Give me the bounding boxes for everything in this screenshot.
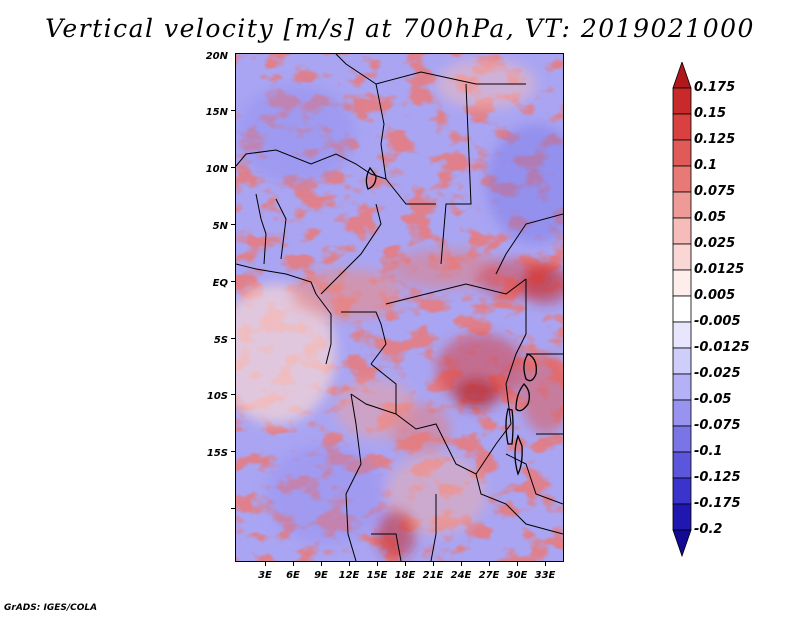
colorbar-segment: [672, 529, 692, 557]
colorbar-segment: [672, 87, 692, 115]
lon-tick: [545, 561, 546, 566]
colorbar-segment: [672, 243, 692, 271]
lat-label: 20N: [205, 51, 228, 62]
colorbar-label: 0.1: [694, 158, 718, 173]
colorbar-label: -0.125: [694, 470, 741, 485]
lon-label: 21E: [422, 570, 444, 581]
colorbar-segment: [672, 295, 692, 323]
colorbar-segment: [672, 451, 692, 479]
colorbar-label: -0.005: [694, 314, 741, 329]
colorbar-segment: [672, 269, 692, 297]
colorbar-segment: [672, 321, 692, 349]
colorbar-segment: [672, 139, 692, 167]
lon-tick: [377, 561, 378, 566]
lon-tick: [461, 561, 462, 566]
colorbar-label: 0.05: [694, 210, 727, 225]
lon-label: 6E: [286, 570, 300, 581]
colorbar-label: 0.175: [694, 80, 736, 95]
lon-tick: [517, 561, 518, 566]
colorbar-label: 0.125: [694, 132, 736, 147]
lon-label: 3E: [258, 570, 272, 581]
lon-tick: [489, 561, 490, 566]
lat-label: EQ: [212, 278, 228, 289]
lat-tick: [231, 508, 236, 509]
colorbar-label: -0.175: [694, 496, 741, 511]
colorbar-label: -0.025: [694, 366, 741, 381]
colorbar-label: -0.0125: [694, 340, 750, 355]
colorbar-label: 0.005: [694, 288, 736, 303]
lat-tick: [231, 338, 236, 339]
grads-credit: GrADS: IGES/COLA: [4, 603, 98, 613]
lon-tick: [293, 561, 294, 566]
velocity-map: [235, 53, 564, 562]
colorbar: [672, 62, 692, 557]
lon-label: 24E: [450, 570, 472, 581]
colorbar-label: 0.15: [694, 106, 727, 121]
lat-tick: [231, 394, 236, 395]
lat-label: 5S: [213, 335, 228, 346]
colorbar-label: -0.2: [694, 522, 723, 537]
colorbar-label: 0.0125: [694, 262, 745, 277]
lat-tick: [231, 224, 236, 225]
lon-tick: [349, 561, 350, 566]
colorbar-segment: [672, 477, 692, 505]
lat-tick: [231, 167, 236, 168]
colorbar-label: 0.075: [694, 184, 736, 199]
lat-tick: [231, 110, 236, 111]
colorbar-label: -0.075: [694, 418, 741, 433]
lon-tick: [433, 561, 434, 566]
map-title: Vertical velocity [m/s] at 700hPa, VT: 2…: [45, 14, 755, 43]
lat-tick: [231, 281, 236, 282]
colorbar-segment: [672, 113, 692, 141]
colorbar-segment: [672, 165, 692, 193]
lat-label: 5N: [212, 221, 228, 232]
colorbar-segment: [672, 503, 692, 531]
lat-label: 10N: [205, 164, 228, 175]
colorbar-segment: [672, 217, 692, 245]
colorbar-label: 0.025: [694, 236, 736, 251]
lon-label: 30E: [506, 570, 528, 581]
colorbar-label: -0.05: [694, 392, 732, 407]
colorbar-segment: [672, 373, 692, 401]
lakes: [365, 166, 537, 476]
lon-tick: [321, 561, 322, 566]
colorbar-segment: [672, 191, 692, 219]
field-patches: [236, 59, 563, 559]
velocity-field: [236, 54, 563, 561]
lat-tick: [231, 451, 236, 452]
lon-label: 27E: [478, 570, 500, 581]
colorbar-segment: [672, 425, 692, 453]
colorbar-segment: [672, 399, 692, 427]
lat-label: 15N: [205, 107, 228, 118]
colorbar-segment: [672, 62, 692, 89]
lon-tick: [405, 561, 406, 566]
lon-label: 9E: [314, 570, 328, 581]
colorbar-segment: [672, 347, 692, 375]
lat-label: 15S: [206, 448, 228, 459]
lon-tick: [265, 561, 266, 566]
colorbar-label: -0.1: [694, 444, 723, 459]
lon-label: 15E: [366, 570, 388, 581]
lon-label: 33E: [534, 570, 556, 581]
lat-label: 10S: [206, 391, 228, 402]
lon-label: 12E: [338, 570, 360, 581]
lon-label: 18E: [394, 570, 416, 581]
